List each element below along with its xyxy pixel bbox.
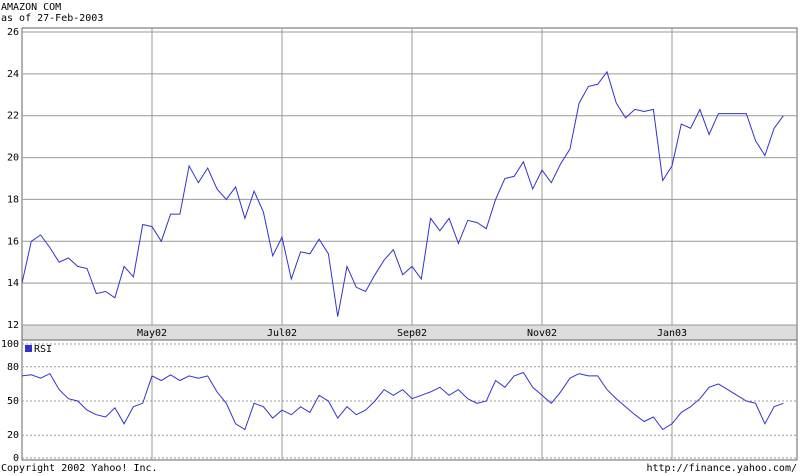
chart-title: AMAZON COM: [1, 2, 61, 13]
plot-frame: [21, 27, 798, 326]
x-tick-label: Nov02: [527, 328, 557, 339]
y-tick-label: 22: [7, 111, 19, 122]
y-tick-label: 50: [7, 396, 19, 407]
x-tick-label: Sep02: [397, 328, 427, 339]
price-line: [21, 70, 784, 317]
x-tick-label: Jan03: [657, 328, 687, 339]
y-tick-label: 24: [7, 69, 19, 80]
y-tick-label: 100: [1, 339, 19, 350]
y-tick-label: 80: [7, 362, 19, 373]
y-tick-label: 14: [7, 278, 19, 289]
legend-swatch: [25, 345, 32, 352]
y-tick-label: 0: [13, 453, 19, 464]
y-tick-label: 16: [7, 236, 19, 247]
legend-label: RSI: [34, 344, 52, 355]
y-tick-label: 12: [7, 320, 19, 331]
price-line: [21, 371, 784, 431]
y-tick-label: 20: [7, 153, 19, 164]
x-tick-label: May02: [137, 328, 167, 339]
plot-frame: [21, 339, 798, 461]
y-tick-label: 26: [7, 27, 19, 38]
copyright: Copyright 2002 Yahoo! Inc.: [1, 463, 158, 474]
y-tick-label: 20: [7, 430, 19, 441]
y-tick-label: 18: [7, 194, 19, 205]
x-tick-label: Jul02: [267, 328, 297, 339]
chart-subtitle: as of 27-Feb-2003: [1, 13, 103, 24]
source-url: http://finance.yahoo.com/: [646, 463, 797, 474]
